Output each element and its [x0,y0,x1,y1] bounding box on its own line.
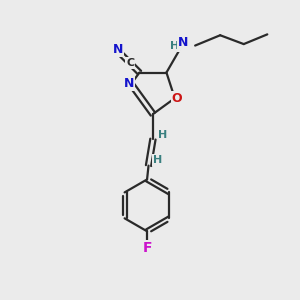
Text: C: C [126,58,134,68]
Text: H: H [158,130,167,140]
Text: N: N [112,43,123,56]
Text: H: H [170,41,179,51]
Text: H: H [153,155,163,165]
Text: O: O [172,92,182,105]
Text: N: N [178,35,189,49]
Text: F: F [142,241,152,255]
Text: N: N [124,77,134,90]
